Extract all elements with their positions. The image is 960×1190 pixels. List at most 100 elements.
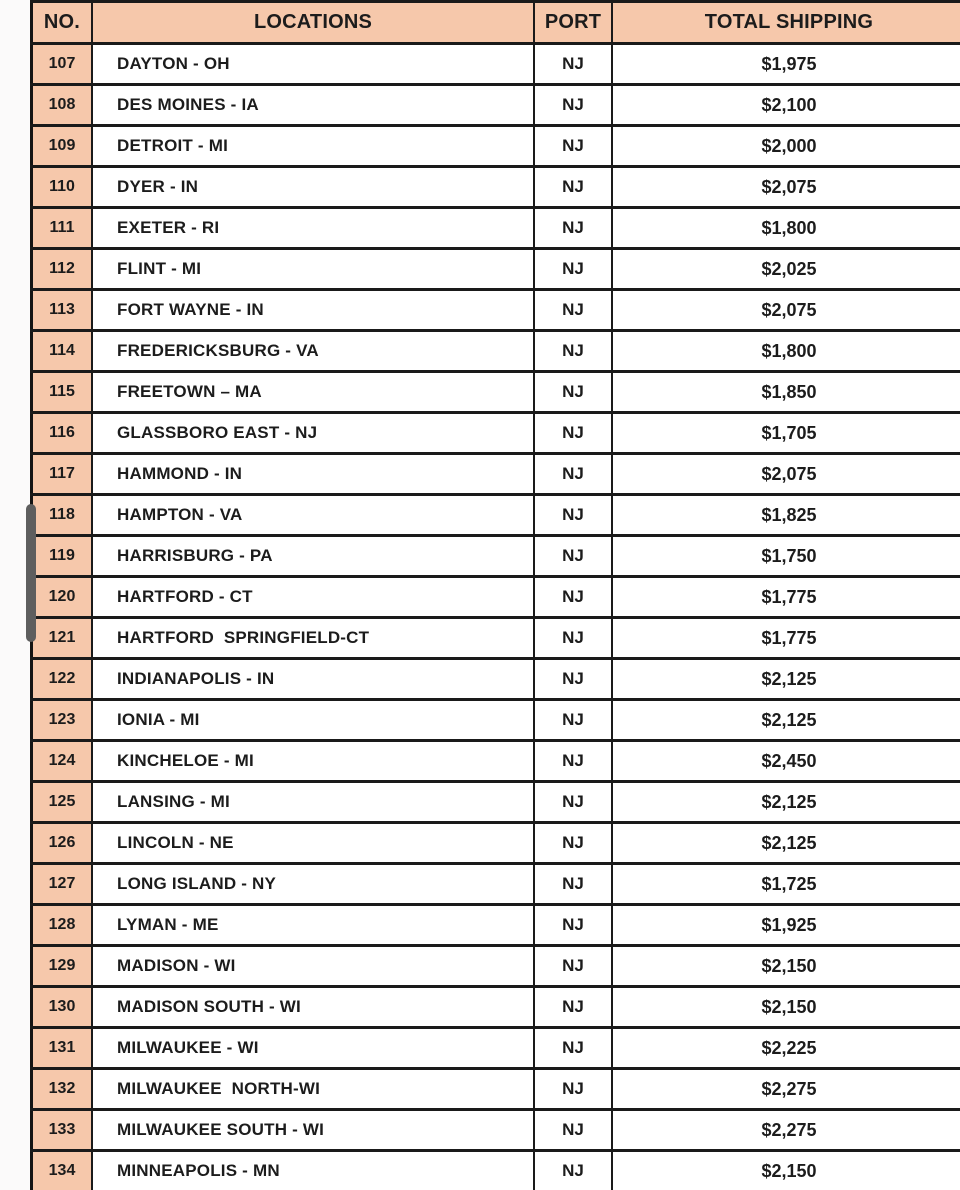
total-shipping-cell: $2,450 <box>611 739 960 783</box>
shipping-rates-table: NO. LOCATIONS PORT TOTAL SHIPPING 107 DAY… <box>30 0 960 1190</box>
port-cell: NJ <box>533 124 613 168</box>
port-cell: NJ <box>533 1108 613 1152</box>
port-cell: NJ <box>533 780 613 824</box>
row-number-cell: 112 <box>30 247 93 291</box>
location-cell: FREETOWN – MA <box>91 370 535 414</box>
port-cell: NJ <box>533 370 613 414</box>
table-row: 115 FREETOWN – MA NJ $1,850 <box>30 370 960 414</box>
total-shipping-cell: $2,125 <box>611 821 960 865</box>
location-cell: HAMMOND - IN <box>91 452 535 496</box>
table-row: 123 IONIA - MI NJ $2,125 <box>30 698 960 742</box>
location-cell: LANSING - MI <box>91 780 535 824</box>
total-shipping-cell: $2,225 <box>611 1026 960 1070</box>
port-cell: NJ <box>533 616 613 660</box>
port-cell: NJ <box>533 575 613 619</box>
port-cell: NJ <box>533 165 613 209</box>
row-number-cell: 110 <box>30 165 93 209</box>
total-shipping-cell: $2,025 <box>611 247 960 291</box>
port-cell: NJ <box>533 944 613 988</box>
total-shipping-cell: $1,800 <box>611 329 960 373</box>
row-number-cell: 111 <box>30 206 93 250</box>
port-cell: NJ <box>533 42 613 86</box>
total-shipping-cell: $1,825 <box>611 493 960 537</box>
port-cell: NJ <box>533 534 613 578</box>
row-number-cell: 109 <box>30 124 93 168</box>
table-row: 113 FORT WAYNE - IN NJ $2,075 <box>30 288 960 332</box>
table-row: 116 GLASSBORO EAST - NJ NJ $1,705 <box>30 411 960 455</box>
port-cell: NJ <box>533 329 613 373</box>
location-cell: DYER - IN <box>91 165 535 209</box>
table-row: 134 MINNEAPOLIS - MN NJ $2,150 <box>30 1149 960 1190</box>
table-row: 125 LANSING - MI NJ $2,125 <box>30 780 960 824</box>
header-row: NO. LOCATIONS PORT TOTAL SHIPPING <box>30 0 960 45</box>
total-shipping-cell: $1,725 <box>611 862 960 906</box>
port-cell: NJ <box>533 821 613 865</box>
row-number-cell: 108 <box>30 83 93 127</box>
row-number-cell: 129 <box>30 944 93 988</box>
row-number-cell: 119 <box>30 534 93 578</box>
total-shipping-cell: $2,075 <box>611 452 960 496</box>
row-number-cell: 122 <box>30 657 93 701</box>
total-shipping-cell: $2,000 <box>611 124 960 168</box>
port-cell: NJ <box>533 206 613 250</box>
location-cell: FLINT - MI <box>91 247 535 291</box>
total-shipping-cell: $1,775 <box>611 575 960 619</box>
table-row: 117 HAMMOND - IN NJ $2,075 <box>30 452 960 496</box>
port-cell: NJ <box>533 83 613 127</box>
row-number-cell: 123 <box>30 698 93 742</box>
table-row: 110 DYER - IN NJ $2,075 <box>30 165 960 209</box>
col-header-locations: LOCATIONS <box>91 0 535 45</box>
table-row: 108 DES MOINES - IA NJ $2,100 <box>30 83 960 127</box>
row-number-cell: 113 <box>30 288 93 332</box>
location-cell: HARRISBURG - PA <box>91 534 535 578</box>
row-number-cell: 130 <box>30 985 93 1029</box>
port-cell: NJ <box>533 698 613 742</box>
location-cell: KINCHELOE - MI <box>91 739 535 783</box>
col-header-port: PORT <box>533 0 613 45</box>
scrollbar-thumb[interactable] <box>26 504 36 642</box>
row-number-cell: 115 <box>30 370 93 414</box>
table-row: 128 LYMAN - ME NJ $1,925 <box>30 903 960 947</box>
total-shipping-cell: $2,150 <box>611 1149 960 1190</box>
table-row: 124 KINCHELOE - MI NJ $2,450 <box>30 739 960 783</box>
location-cell: GLASSBORO EAST - NJ <box>91 411 535 455</box>
total-shipping-cell: $1,850 <box>611 370 960 414</box>
location-cell: MADISON SOUTH - WI <box>91 985 535 1029</box>
row-number-cell: 127 <box>30 862 93 906</box>
port-cell: NJ <box>533 1149 613 1190</box>
table-row: 121 HARTFORD SPRINGFIELD-CT NJ $1,775 <box>30 616 960 660</box>
total-shipping-cell: $2,275 <box>611 1108 960 1152</box>
location-cell: HARTFORD - CT <box>91 575 535 619</box>
port-cell: NJ <box>533 247 613 291</box>
total-shipping-cell: $2,125 <box>611 698 960 742</box>
location-cell: LINCOLN - NE <box>91 821 535 865</box>
port-cell: NJ <box>533 1067 613 1111</box>
table-row: 114 FREDERICKSBURG - VA NJ $1,800 <box>30 329 960 373</box>
table-row: 112 FLINT - MI NJ $2,025 <box>30 247 960 291</box>
port-cell: NJ <box>533 1026 613 1070</box>
row-number-cell: 114 <box>30 329 93 373</box>
location-cell: HAMPTON - VA <box>91 493 535 537</box>
location-cell: MILWAUKEE - WI <box>91 1026 535 1070</box>
row-number-cell: 116 <box>30 411 93 455</box>
location-cell: DETROIT - MI <box>91 124 535 168</box>
location-cell: DES MOINES - IA <box>91 83 535 127</box>
total-shipping-cell: $2,150 <box>611 985 960 1029</box>
row-number-cell: 125 <box>30 780 93 824</box>
total-shipping-cell: $2,075 <box>611 288 960 332</box>
table-row: 119 HARRISBURG - PA NJ $1,750 <box>30 534 960 578</box>
col-header-total-shipping: TOTAL SHIPPING <box>611 0 960 45</box>
location-cell: INDIANAPOLIS - IN <box>91 657 535 701</box>
port-cell: NJ <box>533 452 613 496</box>
location-cell: HARTFORD SPRINGFIELD-CT <box>91 616 535 660</box>
total-shipping-cell: $1,800 <box>611 206 960 250</box>
table-row: 122 INDIANAPOLIS - IN NJ $2,125 <box>30 657 960 701</box>
location-cell: IONIA - MI <box>91 698 535 742</box>
col-header-no: NO. <box>30 0 93 45</box>
total-shipping-cell: $2,075 <box>611 165 960 209</box>
location-cell: LONG ISLAND - NY <box>91 862 535 906</box>
port-cell: NJ <box>533 985 613 1029</box>
location-cell: MILWAUKEE NORTH-WI <box>91 1067 535 1111</box>
row-number-cell: 133 <box>30 1108 93 1152</box>
row-number-cell: 117 <box>30 452 93 496</box>
